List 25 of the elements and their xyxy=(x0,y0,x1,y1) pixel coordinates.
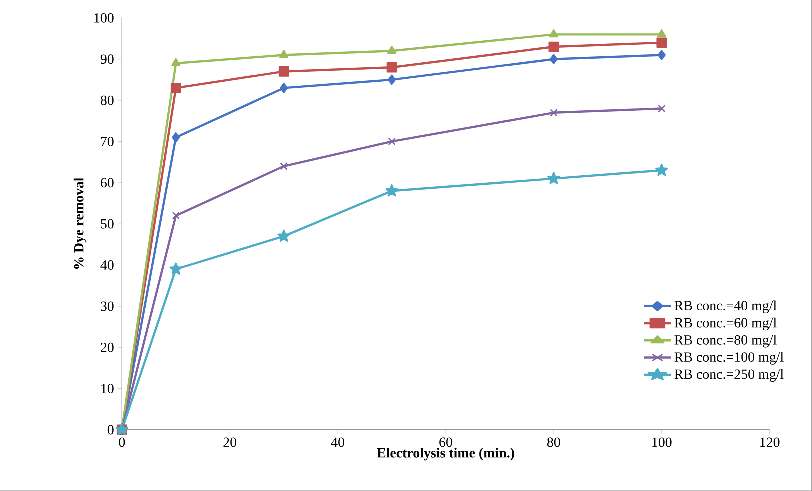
y-tick-label: 60 xyxy=(101,178,114,188)
x-tick-label: 120 xyxy=(760,438,780,448)
legend-label: RB conc.=60 mg/l xyxy=(674,318,777,331)
y-tick-label: 50 xyxy=(101,219,114,229)
y-tick-label: 80 xyxy=(100,96,114,106)
x-tick-label: 80 xyxy=(547,438,560,448)
x-tick-label: 20 xyxy=(224,438,237,448)
y-tick-label: 40 xyxy=(100,260,114,270)
legend-label: RB conc.=100 mg/l xyxy=(674,352,784,365)
legend-label: RB conc.=80 mg/l xyxy=(674,334,777,348)
legend-label: RB conc.=40 mg/l xyxy=(674,300,777,314)
y-tick-label: 100 xyxy=(94,13,114,23)
x-axis-title: Electrolysis time (min.) xyxy=(377,448,514,461)
y-tick-label: 10 xyxy=(102,384,114,394)
y-tick-label: 30 xyxy=(101,302,114,312)
x-tick-label: 100 xyxy=(652,438,672,448)
x-tick-label: 0 xyxy=(119,438,126,448)
y-tick-label: 70 xyxy=(101,136,114,146)
x-tick-label: 60 xyxy=(440,438,452,448)
y-axis-title: % Dye removal xyxy=(74,178,87,269)
y-tick-label: 20 xyxy=(101,342,114,352)
x-tick-label: 40 xyxy=(331,438,344,448)
y-tick-label: 90 xyxy=(100,54,114,64)
y-tick-label: 0 xyxy=(108,425,114,435)
legend-label: RB conc.=250 mg/l xyxy=(674,369,784,382)
